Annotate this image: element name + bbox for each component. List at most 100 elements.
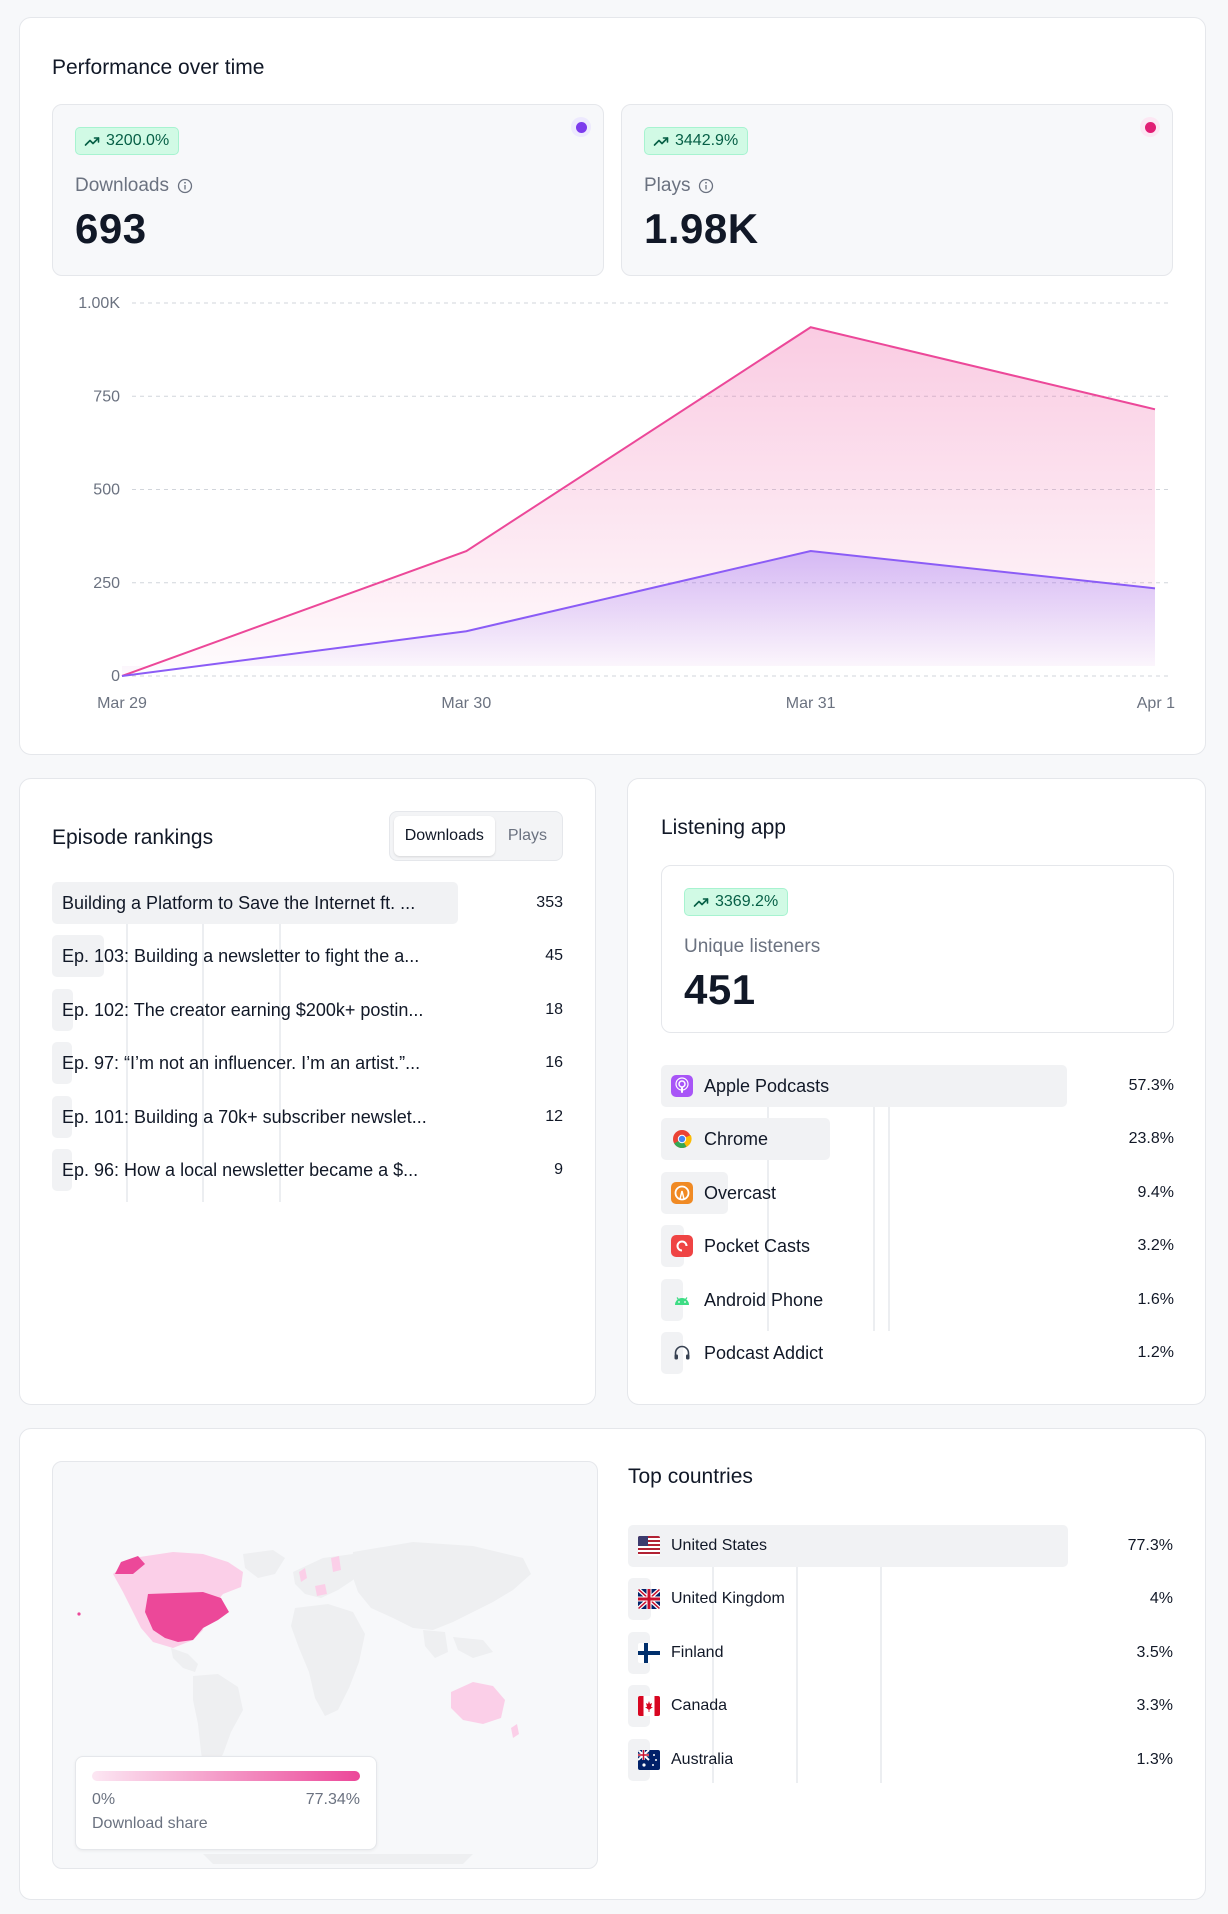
map-region-finland[interactable]: [331, 1556, 341, 1572]
performance-title: Performance over time: [52, 56, 265, 79]
episode-row[interactable]: Ep. 102: The creator earning $200k+ post…: [52, 988, 563, 1031]
performance-card: Performance over time 3200.0% Downloads …: [19, 17, 1206, 755]
listening-app-row[interactable]: Overcast 9.4%: [661, 1171, 1174, 1214]
episode-title: Ep. 97: “I’m not an influencer. I’m an a…: [62, 1053, 421, 1074]
downloads-stat[interactable]: 3200.0% Downloads 693: [52, 104, 604, 276]
listening-app-row[interactable]: Apple Podcasts 57.3%: [661, 1065, 1174, 1107]
listening-app-name: Chrome: [704, 1129, 769, 1150]
listening-app-share: 3.2%: [1137, 1237, 1174, 1255]
listening-app-bar: [661, 1278, 683, 1321]
info-icon[interactable]: [698, 178, 714, 194]
episode-count: 16: [545, 1054, 563, 1072]
country-bar: [628, 1525, 1068, 1567]
tab-plays[interactable]: Plays: [507, 827, 547, 844]
episode-title: Ep. 101: Building a 70k+ subscriber news…: [62, 1106, 427, 1127]
country-share: 1.3%: [1136, 1750, 1173, 1768]
map-region-australia[interactable]: [451, 1682, 505, 1724]
rankings-metric-toggle: Downloads Plays: [388, 811, 563, 861]
downloads-line[interactable]: [121, 550, 1156, 677]
apple-podcasts-icon: [671, 1075, 693, 1097]
country-name: Australia: [671, 1750, 734, 1768]
map-region-usa[interactable]: [145, 1592, 229, 1642]
country-row[interactable]: United States 77.3%: [628, 1525, 1173, 1567]
world-map[interactable]: 0% 77.34% Download share: [52, 1461, 598, 1869]
downloads-series-dot[interactable]: [571, 117, 591, 137]
x-tick-label: Mar 30: [441, 695, 491, 712]
finland-flag-icon: [638, 1642, 660, 1663]
performance-chart[interactable]: 0 250 500 750 1.00K Mar 29 Mar 30 Mar 31 Apr 1: [20, 18, 1207, 756]
country-row[interactable]: Canada 3.3%: [628, 1685, 1173, 1728]
android-icon: [671, 1289, 693, 1311]
country-share: 3.3%: [1136, 1697, 1173, 1715]
listening-app-share: 9.4%: [1137, 1183, 1174, 1201]
episode-row-bar: [52, 882, 458, 924]
top-countries-list: United States 77.3% United Kingdom 4% Finlan…: [628, 1525, 1173, 1783]
y-tick-label: 250: [93, 575, 120, 592]
episode-rankings-title: Episode rankings: [52, 826, 214, 849]
episode-count: 45: [545, 947, 563, 965]
episode-row[interactable]: Ep. 96: How a local newsletter became a …: [52, 1149, 563, 1191]
top-countries-title: Top countries: [628, 1465, 753, 1488]
downloads-area: [122, 551, 1155, 676]
y-tick-label: 0: [111, 668, 120, 685]
map-region-alaska[interactable]: [115, 1556, 145, 1574]
map-region-uk[interactable]: [299, 1568, 307, 1582]
listening-app-row[interactable]: Pocket Casts 3.2%: [661, 1225, 1174, 1268]
episode-rankings-card: Episode rankings Downloads Plays Buildin…: [19, 778, 596, 1405]
episode-title: Ep. 103: Building a newsletter to fight …: [62, 946, 420, 967]
legend-max: 77.34%: [305, 1791, 360, 1808]
listeners-change-value: 3369.2%: [715, 893, 779, 910]
listening-app-share: 1.6%: [1137, 1290, 1174, 1308]
episode-count: 12: [545, 1107, 563, 1125]
country-share: 77.3%: [1127, 1537, 1173, 1554]
listening-app-share: 1.2%: [1137, 1344, 1174, 1361]
chrome-icon: [671, 1128, 693, 1150]
legend-min: 0%: [92, 1791, 116, 1808]
x-tick-label: Apr 1: [1137, 695, 1175, 712]
plays-change-value: 3442.9%: [675, 132, 739, 149]
canada-flag-icon: [638, 1696, 660, 1717]
episode-count: 9: [554, 1161, 563, 1178]
downloads-label: Downloads: [75, 175, 193, 197]
country-name: Canada: [671, 1697, 728, 1715]
plays-change-badge: 3442.9%: [644, 127, 749, 155]
countries-card: 0% 77.34% Download share Top countries U…: [19, 1428, 1206, 1900]
episode-row[interactable]: Ep. 103: Building a newsletter to fight …: [52, 935, 563, 978]
downloads-value: 693: [75, 205, 147, 252]
plays-line[interactable]: [121, 326, 1156, 677]
listeners-change-badge: 3369.2%: [684, 888, 789, 916]
unique-listeners-stat: 3369.2% Unique listeners 451: [661, 865, 1174, 1033]
info-icon[interactable]: [177, 178, 193, 194]
country-name: United States: [671, 1537, 768, 1554]
listening-app-name: Overcast: [704, 1182, 777, 1203]
country-row[interactable]: Finland 3.5%: [628, 1631, 1173, 1674]
listening-app-row[interactable]: Podcast Addict 1.2%: [661, 1332, 1174, 1374]
tab-downloads[interactable]: Downloads: [393, 816, 495, 856]
episode-row[interactable]: Ep. 97: “I’m not an influencer. I’m an a…: [52, 1042, 563, 1085]
plays-stat[interactable]: 3442.9% Plays 1.98K: [621, 104, 1173, 276]
episode-row-bar: [52, 1095, 72, 1138]
listening-app-name: Apple Podcasts: [704, 1076, 830, 1096]
episode-title: Ep. 102: The creator earning $200k+ post…: [62, 999, 424, 1020]
episode-title: Building a Platform to Save the Internet…: [62, 893, 416, 913]
map-legend: 0% 77.34% Download share: [75, 1756, 377, 1850]
trending-up-icon: [653, 137, 669, 146]
listening-app-share: 57.3%: [1128, 1077, 1174, 1094]
legend-label: Download share: [92, 1815, 208, 1832]
plays-series-dot[interactable]: [1140, 117, 1160, 137]
listening-app-row[interactable]: Chrome 23.8%: [661, 1118, 1174, 1161]
listening-app-row[interactable]: Android Phone 1.6%: [661, 1278, 1174, 1321]
pocket-casts-icon: [671, 1235, 693, 1258]
headphones-icon: [671, 1342, 693, 1364]
legend-gradient-bar: [92, 1771, 360, 1781]
country-share: 3.5%: [1136, 1643, 1173, 1661]
episode-row[interactable]: Ep. 101: Building a 70k+ subscriber news…: [52, 1095, 563, 1138]
x-tick-label: Mar 31: [786, 695, 836, 712]
country-row[interactable]: Australia 1.3%: [628, 1738, 1173, 1781]
country-row[interactable]: United Kingdom 4%: [628, 1578, 1173, 1621]
listening-app-card: Listening app 3369.2% Unique listeners 4…: [627, 778, 1206, 1405]
y-tick-label: 1.00K: [78, 295, 120, 312]
listening-app-title: Listening app: [661, 816, 786, 839]
trending-up-icon: [84, 137, 100, 146]
episode-row[interactable]: Building a Platform to Save the Internet…: [52, 882, 563, 924]
